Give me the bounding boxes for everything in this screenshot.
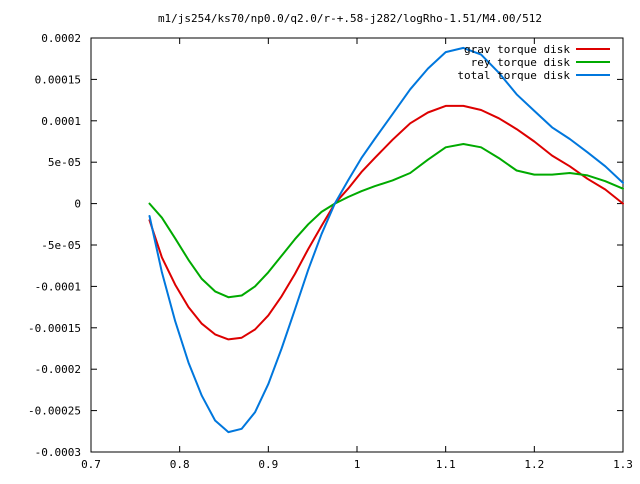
y-tick-label: 0.0002	[41, 32, 81, 45]
x-tick-label: 1.2	[524, 458, 544, 471]
y-tick-label: -0.00015	[28, 322, 81, 335]
plot-frame	[90, 37, 624, 453]
tick-layer: 0.7 0.8 0.9 1 1.1 1.2 1.3 0.0002 0.00015 0.0001 5e…	[28, 32, 633, 471]
y-tick-label: -5e-05	[41, 239, 81, 252]
axes	[90, 37, 624, 453]
x-tick-label: 1.1	[436, 458, 456, 471]
x-tick-label: 0.7	[81, 458, 101, 471]
y-tick-label: -0.0003	[35, 446, 81, 459]
series-line-2	[148, 143, 624, 299]
y-tick-label: -0.0001	[35, 280, 81, 293]
y-tick-label: -0.0002	[35, 363, 81, 376]
x-tick-label: 0.8	[170, 458, 190, 471]
y-tick-label: 0.00015	[35, 73, 81, 86]
legend-label: grav torque disk	[464, 43, 570, 56]
y-tick-label: 0.0001	[41, 115, 81, 128]
x-tick-label: 0.9	[258, 458, 278, 471]
series-layer	[148, 46, 624, 434]
series-line-1	[148, 104, 624, 341]
legend-label: rey torque disk	[471, 56, 571, 69]
y-tick-label: 0	[74, 198, 81, 211]
series-line-3	[148, 46, 624, 434]
x-tick-label: 1	[354, 458, 361, 471]
legend-label: total torque disk	[457, 69, 570, 82]
y-tick-label: -0.00025	[28, 405, 81, 418]
chart-title: m1/js254/ks70/np0.0/q2.0/r-+.58-j282/log…	[158, 12, 542, 25]
y-tick-label: 5e-05	[48, 156, 81, 169]
x-tick-label: 1.3	[613, 458, 633, 471]
